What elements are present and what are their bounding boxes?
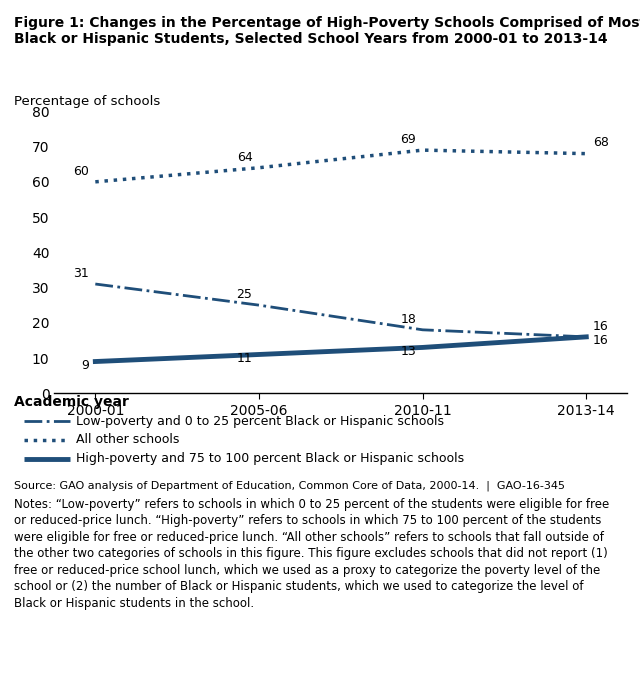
- Text: 13: 13: [401, 345, 416, 358]
- Text: 9: 9: [81, 359, 89, 372]
- Text: Figure 1: Changes in the Percentage of High-Poverty Schools Comprised of Mostly
: Figure 1: Changes in the Percentage of H…: [14, 16, 640, 46]
- Text: 31: 31: [73, 267, 89, 280]
- Text: 18: 18: [400, 313, 416, 326]
- Text: Academic year: Academic year: [14, 395, 129, 409]
- Text: Notes: “Low-poverty” refers to schools in which 0 to 25 percent of the students : Notes: “Low-poverty” refers to schools i…: [14, 498, 609, 610]
- Text: 60: 60: [73, 164, 89, 177]
- Text: 11: 11: [237, 352, 252, 365]
- Text: 25: 25: [237, 288, 252, 301]
- Text: 16: 16: [593, 335, 609, 347]
- Text: Low-poverty and 0 to 25 percent Black or Hispanic schools: Low-poverty and 0 to 25 percent Black or…: [76, 415, 444, 427]
- Text: 16: 16: [593, 319, 609, 333]
- Text: 69: 69: [401, 133, 416, 146]
- Text: High-poverty and 75 to 100 percent Black or Hispanic schools: High-poverty and 75 to 100 percent Black…: [76, 452, 463, 465]
- Text: All other schools: All other schools: [76, 434, 179, 446]
- Text: Source: GAO analysis of Department of Education, Common Core of Data, 2000-14.  : Source: GAO analysis of Department of Ed…: [14, 480, 565, 491]
- Text: 68: 68: [593, 136, 609, 150]
- Text: Percentage of schools: Percentage of schools: [14, 95, 161, 108]
- Text: 64: 64: [237, 150, 252, 164]
